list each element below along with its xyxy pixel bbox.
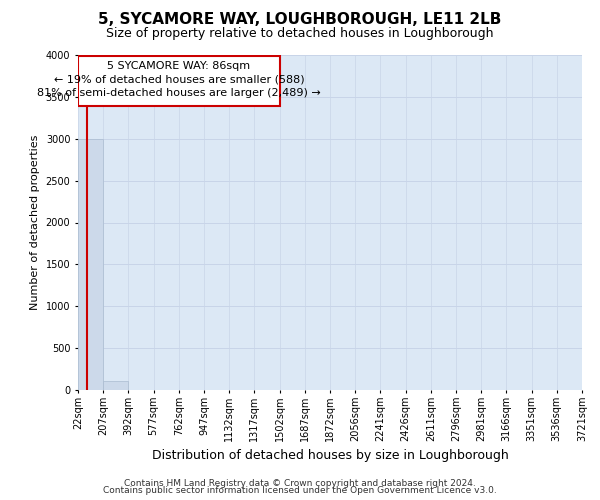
Bar [78, 56, 280, 106]
X-axis label: Distribution of detached houses by size in Loughborough: Distribution of detached houses by size … [152, 450, 508, 462]
Bar [103, 381, 128, 390]
Text: Size of property relative to detached houses in Loughborough: Size of property relative to detached ho… [106, 28, 494, 40]
Text: Contains public sector information licensed under the Open Government Licence v3: Contains public sector information licen… [103, 486, 497, 495]
Bar [78, 138, 103, 390]
Y-axis label: Number of detached properties: Number of detached properties [30, 135, 40, 310]
Text: 5 SYCAMORE WAY: 86sqm: 5 SYCAMORE WAY: 86sqm [107, 61, 250, 71]
Text: 5, SYCAMORE WAY, LOUGHBOROUGH, LE11 2LB: 5, SYCAMORE WAY, LOUGHBOROUGH, LE11 2LB [98, 12, 502, 28]
Text: Contains HM Land Registry data © Crown copyright and database right 2024.: Contains HM Land Registry data © Crown c… [124, 478, 476, 488]
Text: 81% of semi-detached houses are larger (2,489) →: 81% of semi-detached houses are larger (… [37, 88, 321, 98]
Text: ← 19% of detached houses are smaller (588): ← 19% of detached houses are smaller (58… [53, 74, 304, 85]
